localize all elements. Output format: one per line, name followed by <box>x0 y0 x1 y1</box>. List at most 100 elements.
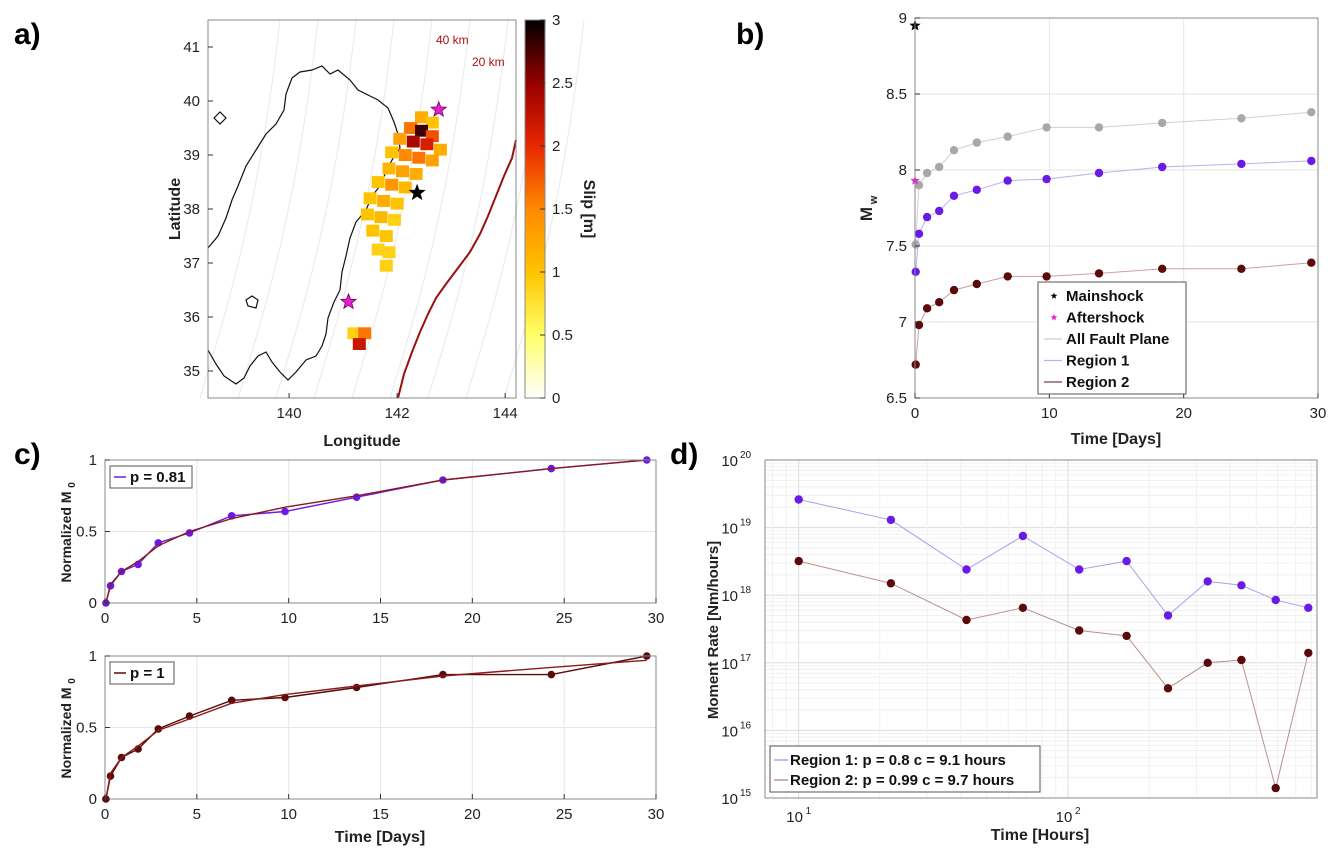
slip-cell <box>412 151 426 164</box>
slip-cell <box>377 195 391 207</box>
xtick-label: 0 <box>911 405 919 422</box>
colorbar-tick-label: 0.5 <box>552 327 573 344</box>
slip-cell <box>358 327 372 340</box>
slip-cell <box>404 122 418 134</box>
data-point <box>949 285 959 295</box>
data-point <box>949 191 959 200</box>
xtick-label: 15 <box>372 806 389 823</box>
colorbar-tick-label: 2.5 <box>552 75 573 92</box>
slip-cell <box>371 243 385 256</box>
data-point <box>962 615 971 625</box>
xtick-label: 5 <box>193 806 201 823</box>
aftershock-star <box>339 292 358 310</box>
ytick-label: 10 <box>721 453 738 470</box>
panel-b-xlabel: Time [Days] <box>1071 431 1161 448</box>
slip-cell <box>433 143 447 156</box>
ytick-label: 0 <box>89 791 97 808</box>
map-ticks: 140 142 144 35 36 37 38 39 40 41 <box>183 39 517 422</box>
legend-label: Region 1: p = 0.8 c = 9.1 hours <box>790 752 1006 769</box>
data-point <box>972 138 981 147</box>
xtick-label: 5 <box>193 610 201 627</box>
xtick-label: 10 <box>1041 405 1058 422</box>
data-point <box>1003 132 1012 141</box>
depth-contour <box>389 19 471 399</box>
colorbar-tick-label: 1 <box>552 264 560 281</box>
data-point <box>1271 595 1280 605</box>
map-ytick-label: 40 <box>183 93 200 110</box>
depth-contour <box>351 19 433 399</box>
data-point <box>935 298 944 307</box>
slip-cell <box>382 246 396 259</box>
data-point <box>1075 626 1084 635</box>
panel-b-ylabel-sub: w <box>868 195 880 205</box>
panel-label-d: d) <box>670 438 698 471</box>
slip-cell <box>385 146 399 159</box>
series-line <box>915 160 1312 272</box>
ytick-label: 10 <box>721 521 738 538</box>
data-point <box>922 304 932 313</box>
ytick-label: 7.5 <box>886 238 907 255</box>
xtick-label: 15 <box>372 610 389 627</box>
map-ytick-label: 37 <box>183 255 200 272</box>
slip-cell <box>360 208 374 221</box>
panel-c-bottom-legend: p = 1 <box>109 661 175 685</box>
depth-contour <box>275 19 357 399</box>
data-point <box>914 320 924 330</box>
data-point <box>886 515 896 525</box>
slip-cell <box>425 154 439 167</box>
data-point <box>1018 531 1028 541</box>
data-point <box>1237 264 1246 273</box>
data-point <box>1122 631 1131 641</box>
xtick-label: 30 <box>1310 405 1327 422</box>
legend-label: Region 1 <box>1066 353 1129 370</box>
ytick-label: 0.5 <box>76 524 97 541</box>
data-point <box>1307 156 1316 166</box>
data-point <box>352 683 361 692</box>
panel-d-frame <box>764 459 1318 799</box>
panel-c-bottom-xlabel: Time [Days] <box>335 829 425 846</box>
colorbar-tick-label: 3 <box>552 12 560 29</box>
data-point <box>962 565 971 574</box>
legend-marker <box>1050 314 1058 321</box>
slip-cell <box>363 192 377 205</box>
data-point <box>1163 684 1173 693</box>
map-ytick-label: 38 <box>183 201 200 218</box>
ytick-exponent: 19 <box>740 518 752 529</box>
ytick-label: 10 <box>721 791 738 808</box>
legend-label: Region 2 <box>1066 374 1129 391</box>
slip-cell <box>425 130 439 143</box>
ytick-label: 9 <box>899 10 907 27</box>
scale-annotation-20km: 20 km <box>472 55 505 69</box>
legend-label: p = 0.81 <box>130 469 185 486</box>
map-ylabel: Latitude <box>167 178 184 240</box>
slip-cell <box>406 135 420 148</box>
slip-cell <box>371 176 385 188</box>
legend-label: p = 1 <box>130 665 165 682</box>
data-point <box>1003 272 1012 281</box>
slip-cell <box>366 224 380 237</box>
data-point <box>1042 123 1051 132</box>
data-point <box>935 162 944 172</box>
ytick-exponent: 16 <box>740 720 752 731</box>
slip-cell <box>396 165 409 178</box>
slip-cell <box>382 162 396 175</box>
mainshock-star <box>408 183 426 201</box>
xtick-exponent: 2 <box>1075 806 1081 817</box>
data-point <box>1122 556 1131 566</box>
panel-c-top-ylabel: Normalized M 0 <box>58 482 78 583</box>
data-point <box>972 279 981 289</box>
ytick-label: 6.5 <box>886 390 907 407</box>
legend-box <box>1037 281 1187 395</box>
data-point <box>911 267 920 276</box>
colorbar-ticks: 0 0.5 1 1.5 2 2.5 3 <box>540 12 573 407</box>
data-point <box>1075 565 1084 574</box>
slip-cell <box>415 124 428 137</box>
xtick-label: 10 <box>1056 809 1073 826</box>
ytick-label: 10 <box>721 588 738 605</box>
ytick-label: 1 <box>89 452 97 469</box>
slip-cell <box>409 168 423 180</box>
data-point <box>1094 123 1104 132</box>
data-point <box>1237 581 1246 590</box>
data-point <box>154 725 163 733</box>
